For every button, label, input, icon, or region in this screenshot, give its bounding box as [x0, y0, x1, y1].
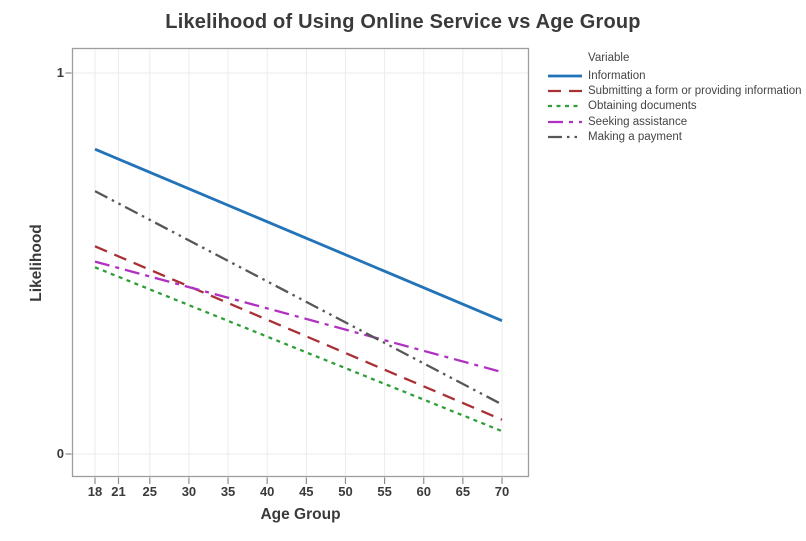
legend-line-swatch — [548, 74, 582, 78]
legend-title: Variable — [588, 52, 630, 64]
series-line-3 — [94, 260, 503, 374]
chart-title: Likelihood of Using Online Service vs Ag… — [165, 11, 641, 33]
x-tick-label: 35 — [220, 484, 236, 499]
legend-item-label: Seeking assistance — [588, 115, 688, 128]
x-tick-label: 45 — [299, 484, 314, 499]
legend-item: Making a payment — [548, 130, 802, 145]
plot-area — [65, 47, 530, 484]
legend-item: Information — [548, 68, 802, 83]
x-tick-label: 21 — [111, 484, 126, 499]
series-line-4 — [94, 190, 503, 406]
x-tick-label: 55 — [377, 484, 392, 499]
x-axis-title: Age Group — [260, 506, 341, 523]
x-tick-label: 25 — [142, 484, 158, 499]
x-tick-labels: 18 21 25 30 35 40 45 50 55 60 65 70 — [72, 484, 529, 500]
x-tick-label: 65 — [455, 484, 471, 499]
x-tick-label: 30 — [181, 484, 197, 499]
legend-item-label: Obtaining documents — [588, 100, 697, 113]
legend-line-swatch — [548, 89, 582, 93]
legend-item-label: Submitting a form or providing informati… — [588, 85, 802, 98]
x-tick-label: 40 — [259, 484, 275, 499]
plot-frame-border — [71, 47, 530, 478]
plot-canvas — [65, 47, 530, 484]
x-tick-label: 70 — [494, 484, 510, 499]
y-tick-label: 1 — [56, 65, 64, 80]
legend-item: Seeking assistance — [548, 114, 802, 129]
x-tick-label: 18 — [87, 484, 103, 499]
series-line-2 — [94, 266, 503, 433]
series-line-0 — [94, 147, 503, 322]
legend: Variable Information Submitting a form or… — [548, 51, 802, 145]
y-tick-label: 0 — [56, 446, 64, 461]
legend-line-swatch — [548, 136, 582, 139]
legend-line-swatch — [548, 105, 582, 108]
x-tick-label: 60 — [416, 484, 431, 499]
legend-item-label: Information — [588, 69, 646, 82]
legend-item: Submitting a form or providing informati… — [548, 83, 802, 98]
legend-line-swatch — [548, 120, 582, 124]
x-tick-label: 50 — [338, 484, 353, 499]
legend-item-label: Making a payment — [588, 131, 682, 144]
legend-item: Obtaining documents — [548, 99, 802, 114]
legend-items: Information Submitting a form or providin… — [548, 68, 802, 145]
series-line-1 — [94, 245, 503, 421]
